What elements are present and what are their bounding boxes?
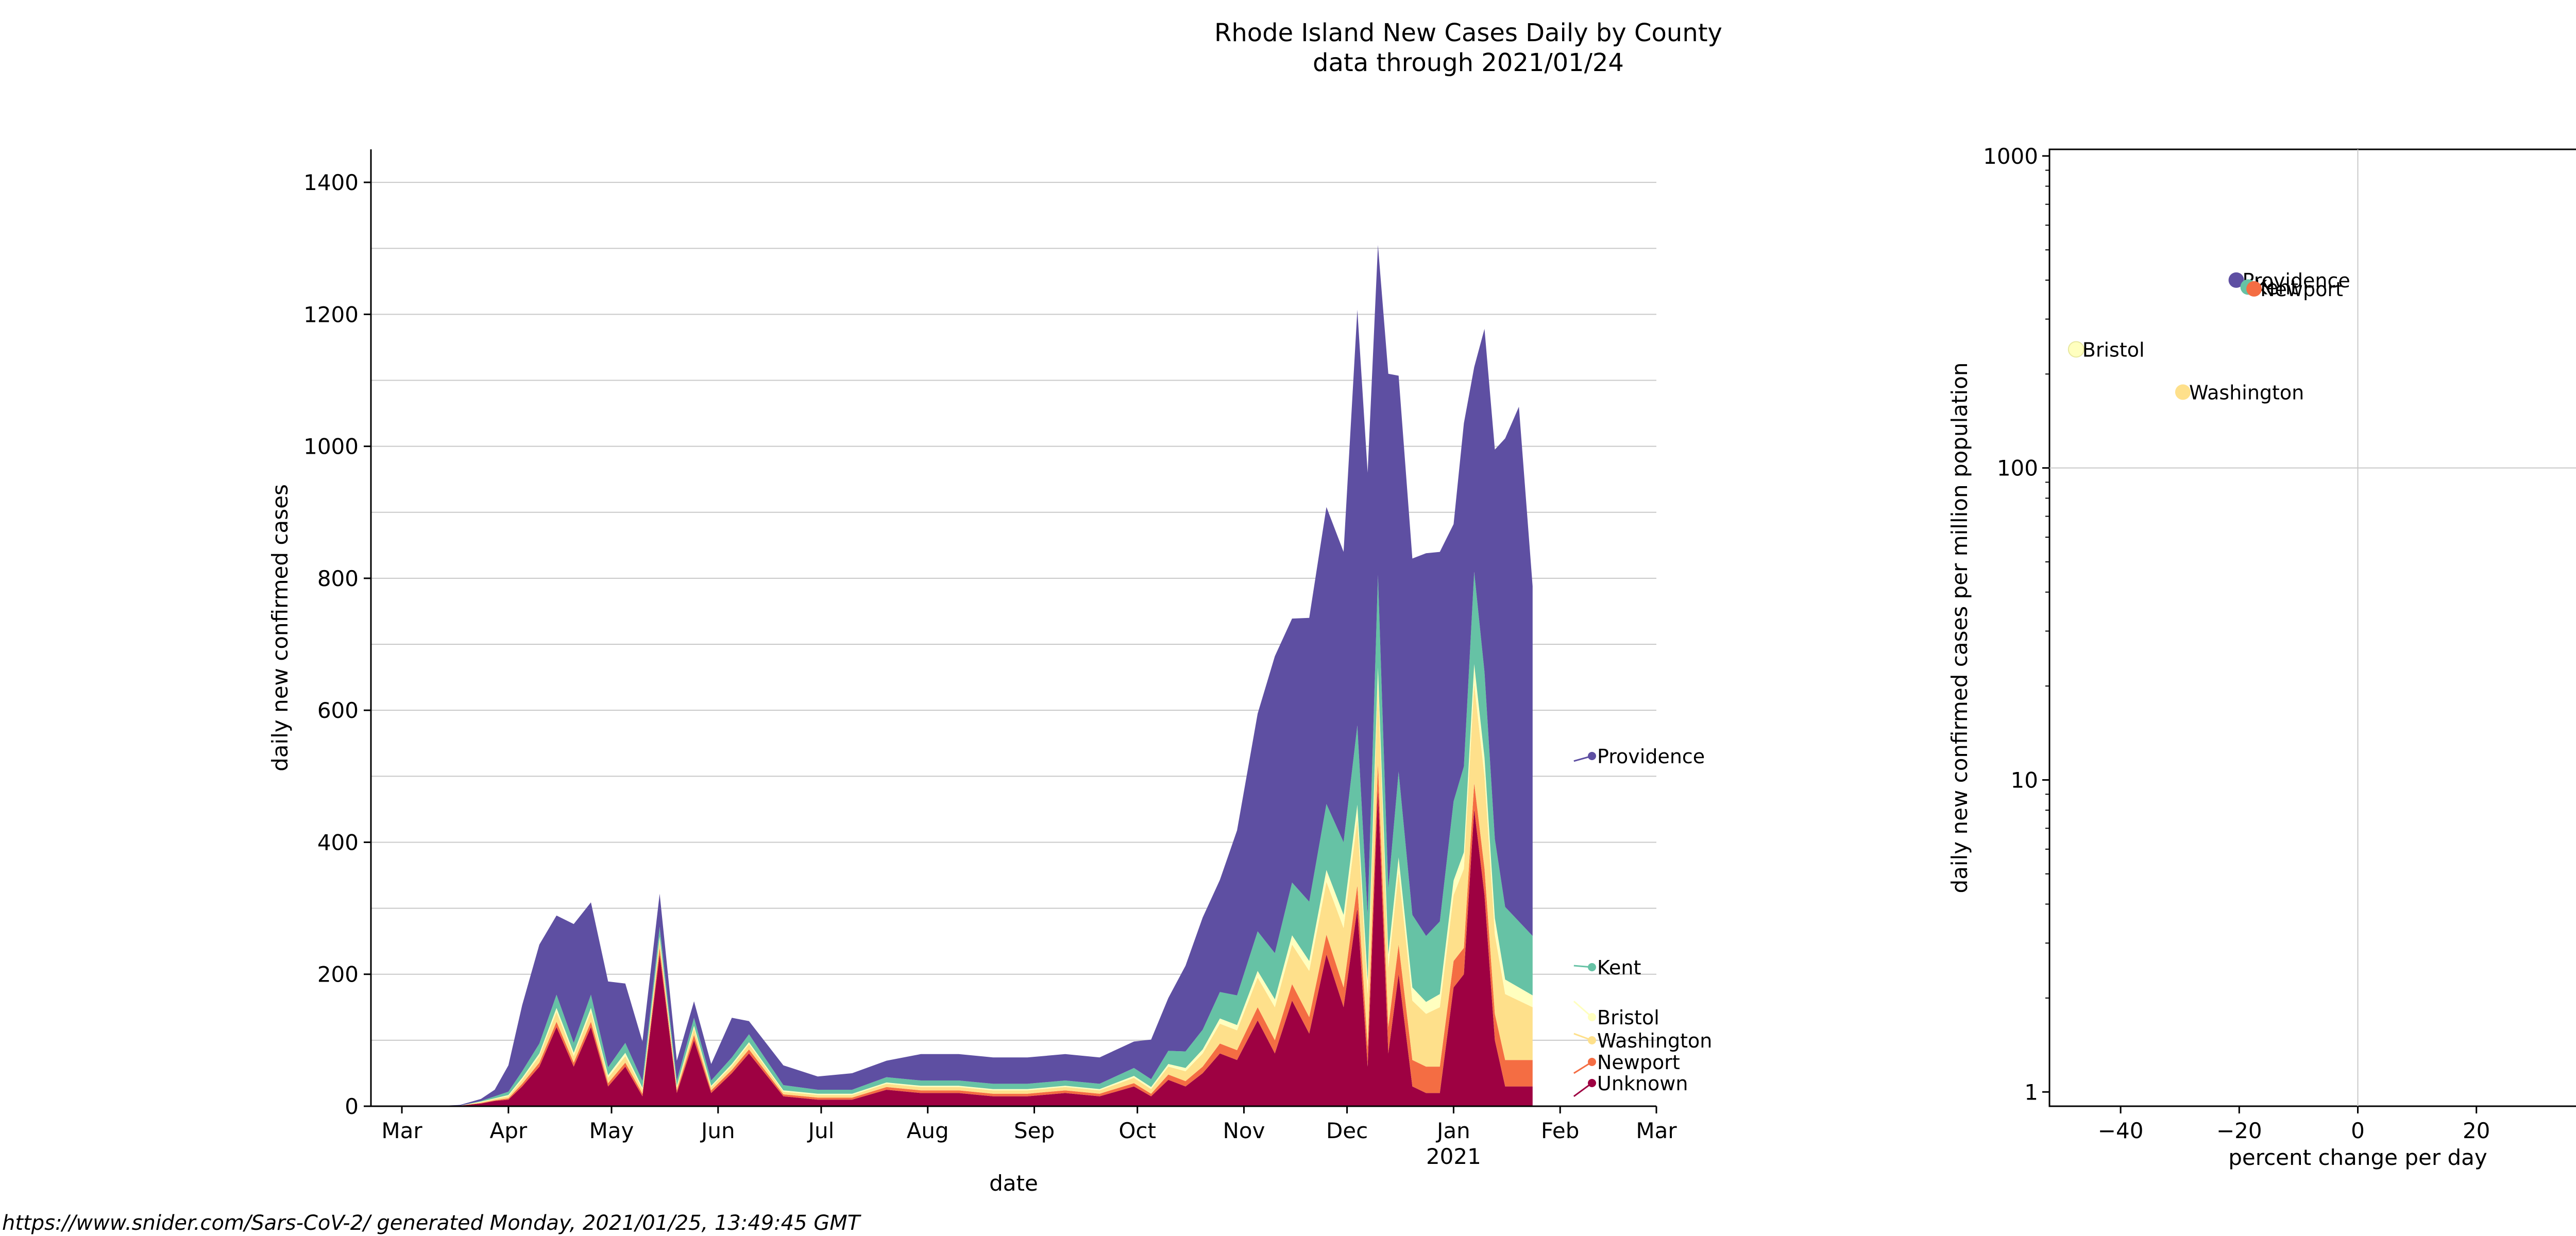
x-tick-label: Jan (1435, 1118, 1470, 1143)
x-tick-sublabel: 2021 (1426, 1144, 1481, 1169)
y-tick-label: 1200 (303, 302, 359, 327)
x-tick-label: Oct (1118, 1118, 1156, 1143)
x-tick-label: Mar (381, 1118, 422, 1143)
point-label-bristol: Bristol (2082, 338, 2145, 361)
series-label-kent: Kent (1597, 956, 1641, 979)
chart-title: Rhode Island New Cases Daily by County (1214, 19, 1722, 47)
point-providence (2228, 272, 2244, 288)
series-label-newport: Newport (1597, 1051, 1680, 1074)
y-tick-label: 200 (317, 962, 359, 987)
stacked-area-chart: 0 200 400 600 800 1000 1200 1400 Mar Apr May Jun Jul… (267, 149, 1712, 1196)
point-label-newport: Newport (2260, 278, 2343, 301)
y-tick-label: 600 (317, 698, 359, 723)
area-kent (395, 572, 1533, 1106)
label-marker (1588, 1079, 1596, 1087)
y-axis-label: daily new confirmed cases (267, 484, 293, 771)
series-label-bristol: Bristol (1597, 1006, 1659, 1029)
y-tick-label: 400 (317, 830, 359, 855)
label-marker (1588, 1058, 1596, 1066)
x-tick-label: Mar (1636, 1118, 1677, 1143)
y-tick-label: 1400 (303, 170, 359, 195)
y-tick-label: 1000 (1983, 144, 2038, 169)
label-marker (1588, 752, 1596, 760)
point-bristol (2067, 341, 2084, 358)
point-label-washington: Washington (2189, 381, 2304, 404)
series-label-unknown: Unknown (1597, 1072, 1688, 1095)
scatter-chart: −40−20020401101001000percent change per … (1947, 144, 2576, 1170)
y-axis-label: daily new confirmed cases per million po… (1947, 363, 1972, 894)
x-tick-label: −40 (2098, 1118, 2144, 1143)
footer-url[interactable]: https://www.snider.com/Sars-CoV-2/ gener… (2, 1211, 860, 1235)
label-marker (1588, 1036, 1596, 1044)
area-providence (395, 245, 1533, 1106)
y-tick-label: 100 (1997, 456, 2038, 481)
point-washington (2175, 384, 2191, 400)
x-tick-label: −20 (2216, 1118, 2262, 1143)
x-tick-label: 20 (2463, 1118, 2490, 1143)
y-tick-label: 10 (2011, 767, 2038, 793)
y-tick-label: 1 (2024, 1079, 2038, 1105)
label-marker (1588, 1013, 1596, 1021)
plot-frame (2048, 148, 2576, 1107)
x-tick-label: 0 (2351, 1118, 2365, 1143)
x-tick-label: Nov (1223, 1118, 1265, 1143)
x-tick-label: Sep (1014, 1118, 1055, 1143)
x-tick-label: Feb (1541, 1118, 1579, 1143)
y-tick-label: 1000 (303, 434, 359, 459)
x-tick-label: Dec (1326, 1118, 1368, 1143)
series-label-washington: Washington (1597, 1029, 1712, 1052)
chart-subtitle: data through 2021/01/24 (1313, 48, 1624, 77)
x-tick-label: Jun (700, 1118, 735, 1143)
label-marker (1588, 963, 1596, 971)
y-tick-label: 800 (317, 566, 359, 591)
x-tick-label: Aug (907, 1118, 949, 1143)
area-newport (395, 763, 1533, 1106)
series-label-providence: Providence (1597, 745, 1705, 768)
point-newport (2246, 281, 2262, 297)
x-axis-label: date (989, 1171, 1038, 1196)
x-axis-label: percent change per day (2228, 1145, 2487, 1170)
y-tick-label: 0 (345, 1094, 359, 1119)
x-tick-label: Apr (490, 1118, 528, 1143)
x-tick-label: Jul (807, 1118, 835, 1143)
x-tick-label: May (589, 1118, 634, 1143)
